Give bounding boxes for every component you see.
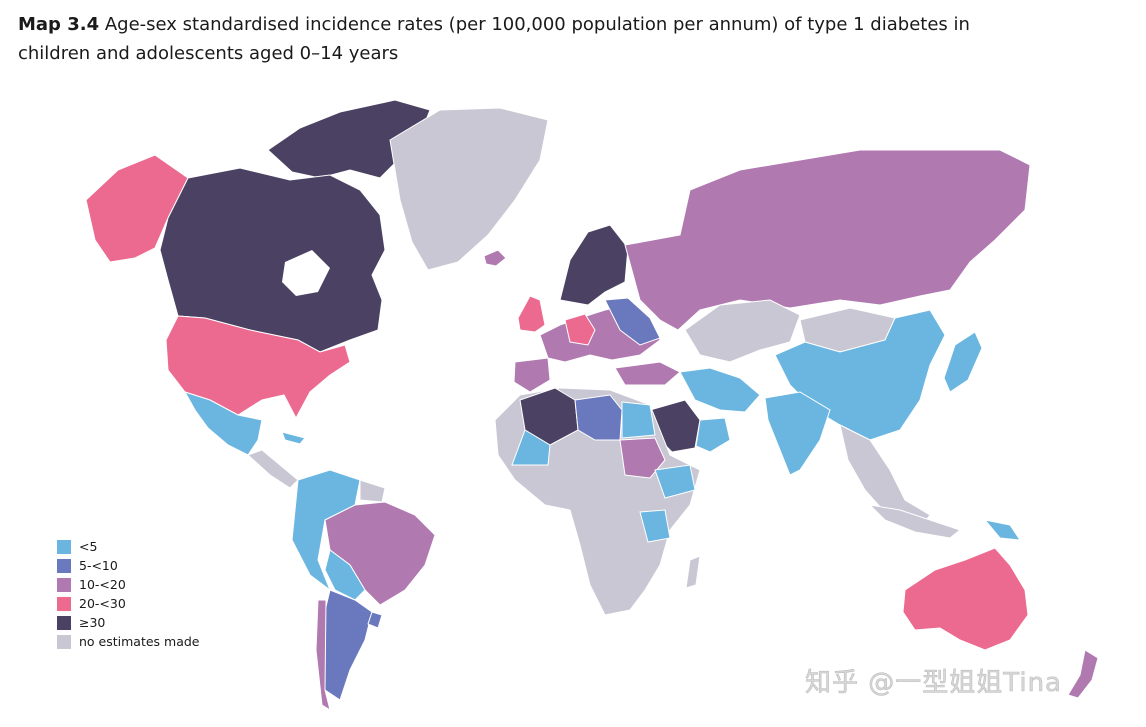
region-germany bbox=[564, 313, 596, 346]
legend-swatch-10to20 bbox=[57, 577, 71, 592]
region-iceland bbox=[483, 249, 507, 267]
map-number-label: Map 3.4 bbox=[18, 14, 100, 35]
region-tanzania bbox=[639, 509, 671, 543]
region-greenland bbox=[389, 107, 549, 271]
legend-swatch-none bbox=[57, 634, 71, 649]
legend-item-none: no estimates made bbox=[57, 632, 200, 651]
legend-swatch-ge30 bbox=[57, 615, 71, 630]
region-turkey bbox=[614, 361, 681, 386]
region-canada bbox=[159, 167, 386, 353]
map-title: Map 3.4 Age-sex standardised incidence r… bbox=[18, 10, 1018, 68]
region-egypt bbox=[621, 401, 656, 439]
region-madagascar bbox=[685, 555, 701, 589]
map-legend: <5 5-<10 10-<20 20-<30 ≥30 no estimates … bbox=[57, 537, 200, 651]
region-mali bbox=[511, 429, 551, 466]
region-usa bbox=[165, 315, 351, 420]
legend-item-20to30: 20-<30 bbox=[57, 594, 200, 613]
legend-swatch-20to30 bbox=[57, 596, 71, 611]
legend-label-5to10: 5-<10 bbox=[79, 558, 118, 573]
legend-swatch-5to10 bbox=[57, 558, 71, 573]
region-gulf bbox=[695, 417, 731, 453]
region-scandinavia bbox=[559, 224, 629, 306]
region-mexico bbox=[183, 391, 263, 456]
region-india bbox=[764, 391, 831, 476]
legend-item-ge30: ≥30 bbox=[57, 613, 200, 632]
map-title-text: Age-sex standardised incidence rates (pe… bbox=[18, 14, 970, 64]
region-central-asia bbox=[684, 299, 801, 363]
legend-item-5to10: 5-<10 bbox=[57, 556, 200, 575]
region-hudson-bay bbox=[282, 250, 330, 296]
legend-swatch-lt5 bbox=[57, 539, 71, 554]
region-chile bbox=[315, 599, 331, 712]
region-northwest-south-america bbox=[291, 469, 361, 592]
legend-label-10to20: 10-<20 bbox=[79, 577, 126, 592]
legend-label-lt5: <5 bbox=[79, 539, 98, 554]
region-guianas bbox=[359, 479, 386, 503]
legend-item-10to20: 10-<20 bbox=[57, 575, 200, 594]
legend-item-lt5: <5 bbox=[57, 537, 200, 556]
watermark: 知乎 @一型姐姐Tina bbox=[805, 668, 1062, 699]
region-central-america bbox=[247, 449, 299, 489]
legend-label-none: no estimates made bbox=[79, 634, 200, 649]
legend-label-20to30: 20-<30 bbox=[79, 596, 126, 611]
region-russia bbox=[624, 149, 1031, 331]
region-uk-ireland bbox=[517, 295, 546, 333]
region-uruguay bbox=[367, 611, 383, 629]
region-indonesia bbox=[868, 504, 962, 539]
region-argentina bbox=[321, 589, 373, 701]
region-alaska bbox=[85, 154, 189, 263]
legend-label-ge30: ≥30 bbox=[79, 615, 106, 630]
region-japan bbox=[943, 331, 983, 393]
region-eastern-europe bbox=[604, 297, 661, 346]
region-caribbean bbox=[281, 431, 306, 445]
region-papua-new-guinea bbox=[983, 519, 1022, 541]
region-australia bbox=[902, 547, 1029, 651]
region-new-zealand bbox=[1067, 649, 1099, 699]
region-iran-region bbox=[679, 367, 761, 413]
region-iberia bbox=[513, 357, 551, 393]
region-sudan bbox=[619, 437, 666, 479]
region-ethiopia bbox=[654, 464, 696, 499]
